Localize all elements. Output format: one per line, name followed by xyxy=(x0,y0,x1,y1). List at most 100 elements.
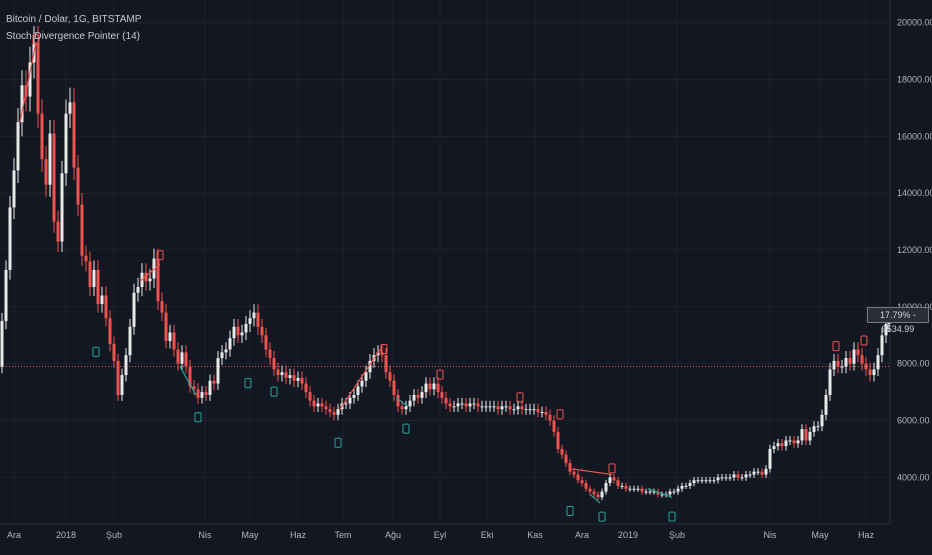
candle-body xyxy=(276,369,280,376)
candle-body xyxy=(800,429,804,441)
candle-body xyxy=(212,380,216,384)
candle-body xyxy=(436,383,440,393)
y-tick-label: 16000.00 xyxy=(897,131,932,141)
candle-body xyxy=(648,491,652,493)
symbol-title[interactable]: Bitcoin / Dolar, 1G, BITSTAMP xyxy=(6,14,142,25)
candle-body xyxy=(180,352,184,364)
candle-body xyxy=(160,301,164,313)
candle-body xyxy=(328,409,332,413)
y-tick-label: 8000.00 xyxy=(897,359,930,369)
candle-body xyxy=(608,477,612,484)
candle-body xyxy=(708,480,712,482)
candle-body xyxy=(668,491,672,495)
candle-body xyxy=(832,360,836,370)
candle-body xyxy=(168,332,172,341)
y-tick-label: 6000.00 xyxy=(897,416,930,426)
candle-body xyxy=(292,375,296,381)
candle-body xyxy=(196,389,200,398)
bearish-signal-marker xyxy=(436,369,444,380)
indicator-title[interactable]: Stoch Divergence Pointer (14) xyxy=(6,31,140,42)
candle-body xyxy=(592,491,596,495)
candle-body xyxy=(52,133,56,222)
candle-body xyxy=(576,474,580,481)
candle-body xyxy=(136,286,140,293)
x-tick-label: Eyl xyxy=(434,530,447,540)
candle-body xyxy=(144,272,148,282)
candle-body xyxy=(728,477,732,479)
candle-body xyxy=(304,383,308,393)
candle-body xyxy=(524,409,528,411)
candle-body xyxy=(548,414,552,421)
bullish-signal-marker xyxy=(270,386,278,397)
candle-body xyxy=(656,491,660,495)
candle-body xyxy=(432,383,436,390)
bullish-signal-marker xyxy=(668,511,676,522)
candle-body xyxy=(600,491,604,498)
candle-body xyxy=(232,326,236,339)
candle-body xyxy=(132,292,136,327)
candle-body xyxy=(688,483,692,486)
candle-body xyxy=(48,133,52,185)
candle-body xyxy=(508,406,512,410)
y-tick-label: 10000.00 xyxy=(897,302,932,312)
candle-body xyxy=(100,295,104,305)
candle-body xyxy=(60,173,64,242)
candle-body xyxy=(864,363,868,370)
candle-body xyxy=(848,358,852,364)
candle-body xyxy=(872,369,876,376)
candle-body xyxy=(336,409,340,415)
candle-body xyxy=(16,122,20,171)
candle-body xyxy=(716,477,720,481)
bearish-signal-marker xyxy=(516,392,524,403)
bullish-signal-marker xyxy=(402,423,410,434)
candle-body xyxy=(148,278,152,282)
candle-body xyxy=(684,485,688,487)
candle-body xyxy=(448,403,452,407)
candle-body xyxy=(628,488,632,490)
candle-body xyxy=(268,349,272,359)
bearish-divergence-line xyxy=(571,468,613,476)
candle-body xyxy=(504,406,508,408)
x-tick-label: 2018 xyxy=(56,530,76,540)
candle-body xyxy=(56,221,60,242)
bullish-signal-marker xyxy=(244,378,252,389)
candle-body xyxy=(544,412,548,415)
candle-body xyxy=(880,335,884,356)
candle-body xyxy=(228,338,232,350)
last-price-value: 9534.99 xyxy=(881,324,915,334)
candle-body xyxy=(408,400,412,407)
bullish-signal-marker xyxy=(194,412,202,423)
candle-body xyxy=(236,326,240,336)
candle-body xyxy=(580,480,584,484)
candle-body xyxy=(388,372,392,381)
candle-body xyxy=(564,454,568,464)
x-tick-label: Nis xyxy=(199,530,212,540)
candle-body xyxy=(368,360,372,373)
candle-body xyxy=(468,403,472,407)
candle-body xyxy=(124,355,128,376)
candle-body xyxy=(680,485,684,489)
candle-body xyxy=(192,386,196,390)
candle-body xyxy=(652,491,656,493)
candle-body xyxy=(64,113,68,174)
x-tick-label: May xyxy=(811,530,829,540)
candle-body xyxy=(772,446,776,449)
candle-body xyxy=(392,380,396,395)
candle-body xyxy=(764,468,768,475)
candle-body xyxy=(420,392,424,398)
candle-body xyxy=(396,394,400,407)
candle-body xyxy=(20,85,24,123)
candle-body xyxy=(804,429,808,441)
bearish-signal-marker xyxy=(156,250,164,261)
bearish-divergence-line xyxy=(139,263,161,282)
candle-body xyxy=(248,318,252,324)
candle-body xyxy=(424,383,428,393)
candle-body xyxy=(244,323,248,333)
candle-body xyxy=(828,369,832,395)
candle-body xyxy=(156,258,160,302)
candle-body xyxy=(496,406,500,410)
bearish-signal-marker xyxy=(860,335,868,346)
candle-body xyxy=(460,403,464,405)
